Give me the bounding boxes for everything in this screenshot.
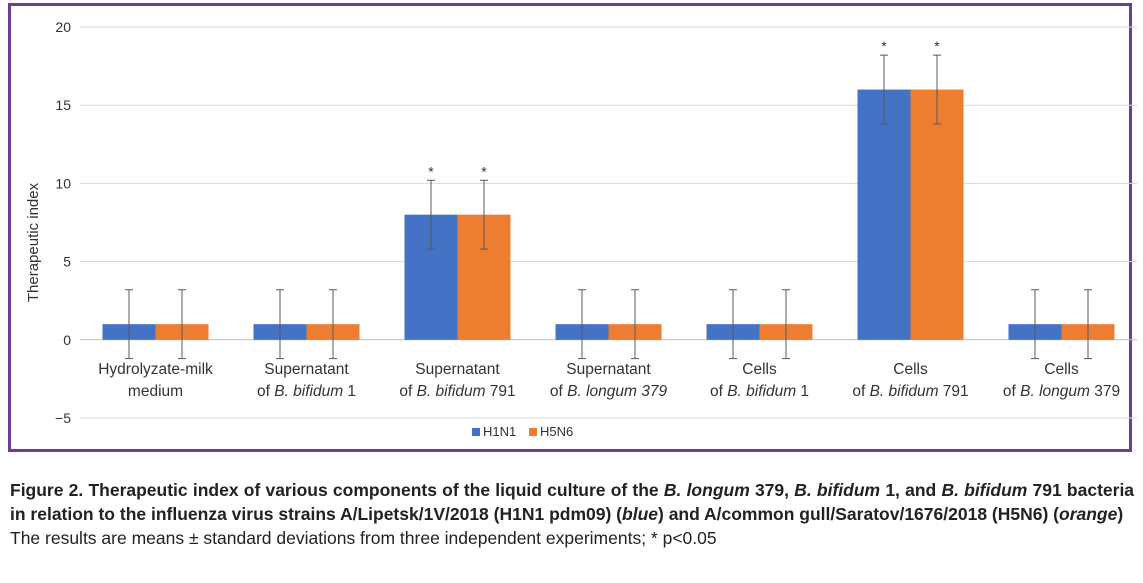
x-tick-label: Supernatant [415, 361, 500, 378]
y-axis-label: Therapeutic index [25, 182, 42, 302]
y-tick-label: 15 [55, 97, 71, 113]
x-tick-label: of B. bifidum 1 [257, 383, 356, 400]
significance-mark: * [428, 163, 434, 179]
legend-swatch-h5n6 [529, 428, 537, 436]
x-tick-label: of B. bifidum 1 [710, 383, 809, 400]
significance-mark: * [481, 163, 487, 179]
bar-h1n1 [857, 89, 911, 340]
significance-mark: * [934, 38, 940, 54]
caption-note: The results are means ± standard deviati… [10, 528, 717, 548]
y-tick-label: 20 [55, 19, 71, 35]
x-tick-label: Cells [742, 361, 777, 378]
y-tick-label: 0 [63, 332, 71, 348]
y-tick-label: 5 [63, 254, 71, 270]
significance-mark: * [881, 38, 887, 54]
x-tick-label: of B. bifidum 791 [852, 383, 968, 400]
legend-label-h5n6: H5N6 [540, 424, 573, 439]
x-tick-label: Cells [1044, 361, 1079, 378]
figure-caption: Figure 2. Therapeutic index of various c… [10, 478, 1134, 550]
x-tick-label: of B. longum 379 [1003, 383, 1120, 400]
y-tick-label: 10 [55, 175, 71, 191]
bar-chart: −5 0 5 10 15 20 Therapeutic index Hydrolyzate-m… [25, 19, 1137, 439]
x-tick-label: of B. longum 379 [550, 383, 668, 400]
y-tick-label: −5 [55, 410, 71, 426]
x-tick-label: Hydrolyzate-milk [98, 361, 213, 378]
x-tick-label: Cells [893, 361, 928, 378]
x-tick-label: of B. bifidum 791 [399, 383, 515, 400]
legend-label-h1n1: H1N1 [483, 424, 516, 439]
legend-swatch-h1n1 [472, 428, 480, 436]
bar-h5n6 [910, 89, 964, 340]
x-tick-label: Supernatant [264, 361, 349, 378]
caption-title: Figure 2. Therapeutic index of various c… [10, 480, 1135, 524]
x-tick-label: Supernatant [566, 361, 651, 378]
x-tick-label: medium [128, 383, 183, 400]
